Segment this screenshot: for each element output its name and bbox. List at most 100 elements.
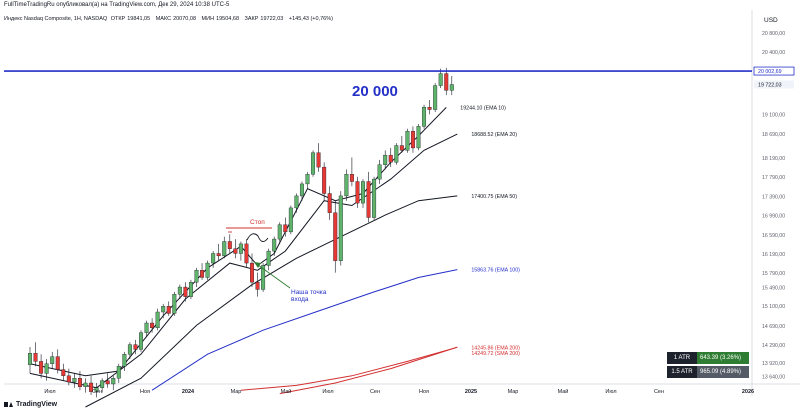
candle-body [372, 178, 377, 218]
tradingview-icon [4, 401, 13, 408]
candle-body [66, 375, 71, 383]
moving-average-label: 18688.52 (EMA 20) [471, 132, 517, 138]
moving-average-label: 17400.75 (EMA 50) [471, 194, 517, 200]
candle-body [166, 306, 171, 314]
entry-annotation-line1: Наша точка [291, 289, 327, 296]
candle-body [94, 387, 99, 392]
key-level-annotation: 20 000 [352, 83, 398, 100]
candle-body [111, 378, 116, 385]
candle-body [183, 286, 188, 297]
x-tick-label: 2025 [465, 389, 477, 395]
y-tick-label: 14 290,00 [762, 343, 785, 349]
candle-body [294, 195, 299, 209]
candle-body [355, 181, 360, 204]
moving-average-line [85, 195, 458, 408]
candle-body [238, 243, 243, 254]
candle-body [155, 311, 160, 329]
candle-body [338, 195, 343, 261]
atr-label: 1 ATR [667, 352, 697, 364]
y-tick-label: 19 100,00 [762, 112, 785, 118]
candle-body [61, 369, 66, 376]
candle-body [205, 262, 210, 278]
candle-body [405, 130, 410, 151]
y-tick-label: 20 800,00 [762, 31, 785, 37]
x-tick-label: 2024 [182, 389, 195, 395]
candle-body [244, 243, 249, 264]
candle-body [361, 181, 365, 204]
candle-body [272, 238, 277, 252]
candle-body [116, 366, 121, 379]
candle-body [416, 126, 421, 149]
candle-body [222, 241, 227, 257]
candle-body [194, 270, 199, 283]
last-price-tag [754, 80, 794, 89]
candle-body [89, 382, 94, 392]
candle-body [200, 270, 205, 278]
candle-body [77, 378, 82, 388]
candle-body [449, 84, 454, 91]
y-tick-label: 18 190,00 [762, 156, 785, 162]
y-tick-label: 16 990,00 [762, 214, 785, 220]
x-tick-label: Май [281, 388, 292, 395]
y-tick-label: 17 390,00 [762, 194, 785, 200]
atr-label: 1.5 ATR [667, 366, 697, 378]
y-tick-label: 15 790,00 [762, 271, 785, 277]
candle-body [100, 380, 105, 388]
moving-average-line [240, 346, 458, 391]
candle-body [233, 248, 238, 254]
candle-body [366, 181, 371, 218]
candle-body [383, 154, 388, 165]
candle-body [150, 322, 155, 329]
entry-swing-mark [246, 233, 269, 242]
currency-label: USD [764, 17, 778, 24]
moving-average-line [151, 269, 458, 391]
moving-average-line [29, 133, 458, 389]
candle-body [250, 262, 254, 283]
candle-body [288, 207, 293, 233]
entry-arrowhead [254, 262, 261, 268]
candle-body [283, 224, 288, 233]
candle-body [344, 174, 349, 197]
x-tick-label: Май [558, 388, 569, 395]
moving-average-label: 14249.72 (SMA 200) [471, 351, 520, 357]
candle-body [122, 354, 127, 367]
candle-body [144, 322, 149, 333]
candle-body [266, 250, 271, 266]
symbol-info: Индекс Nasdaq Composite, 1Н, NASDAQ ОТКР… [4, 16, 335, 22]
candle-body [50, 356, 55, 364]
candle-body [172, 294, 177, 314]
candle-body [72, 378, 77, 383]
y-tick-label: 15 490,00 [762, 286, 785, 292]
x-tick-label: Сен [92, 389, 102, 395]
moving-average-label: 19244.10 (EMA 10) [460, 105, 506, 111]
candle-body [105, 380, 110, 385]
candle-body [322, 166, 327, 194]
candle-body [316, 152, 321, 168]
stop-annotation: Стоп [250, 219, 265, 226]
candle-body [377, 164, 382, 180]
candle-body [261, 265, 266, 290]
candle-body [333, 212, 338, 261]
ohlc-low: МИН 19504,68 [201, 16, 240, 22]
x-tick-label: Сен [370, 389, 380, 395]
level-price-tag [753, 66, 795, 76]
candle-body [388, 154, 393, 163]
moving-average-line [279, 346, 458, 395]
atr-row-2: 1.5 ATR 965.09 (4.89%) [667, 366, 749, 378]
candle-body [422, 106, 427, 127]
moving-average-line [29, 107, 447, 377]
candle-body [39, 361, 44, 374]
y-tick-label: 16 590,00 [762, 233, 785, 239]
candle-body [133, 344, 138, 350]
x-tick-label: Июл [605, 389, 616, 395]
entry-arrow [257, 264, 291, 289]
candle-body [44, 363, 49, 374]
candle-body [394, 145, 399, 163]
tradingview-logo: TradingView [4, 401, 57, 408]
ohlc-close: ЗАКР 19722,03 [244, 16, 284, 22]
candle-body [277, 224, 282, 240]
candle-body [349, 174, 354, 182]
candle-body [410, 130, 415, 149]
